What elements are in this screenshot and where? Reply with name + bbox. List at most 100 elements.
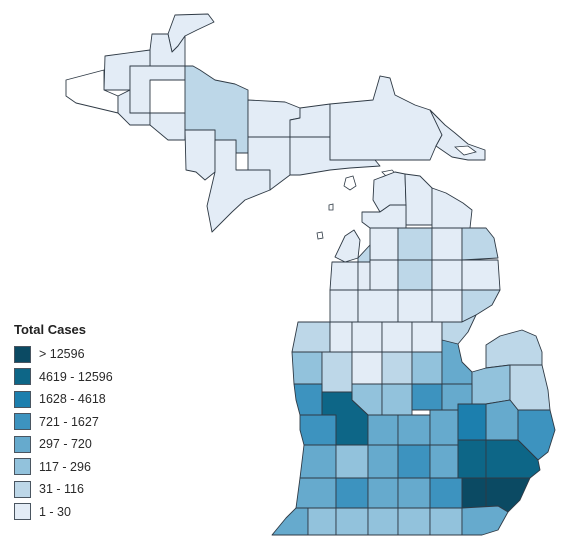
- county-mason[interactable]: [291, 321, 331, 353]
- legend-item[interactable]: 297 - 720: [14, 433, 164, 456]
- county-sanilac[interactable]: [509, 364, 551, 411]
- county-manistee[interactable]: [329, 289, 359, 323]
- legend-swatch: [14, 503, 31, 521]
- county-calhoun[interactable]: [367, 477, 399, 509]
- county-gladwin[interactable]: [411, 321, 443, 353]
- county-menominee[interactable]: [184, 129, 216, 181]
- county-cheboygan[interactable]: [404, 173, 433, 226]
- county-ionia[interactable]: [367, 414, 399, 446]
- county-oscoda[interactable]: [431, 259, 463, 291]
- north-fox-island: [328, 203, 334, 211]
- county-clinton[interactable]: [397, 414, 431, 446]
- county-keweenaw[interactable]: [167, 13, 215, 53]
- county-roscommon[interactable]: [431, 289, 463, 323]
- county-branch[interactable]: [367, 507, 399, 536]
- legend-item[interactable]: 117 - 296: [14, 456, 164, 479]
- legend-swatch: [14, 413, 31, 431]
- south-manitou: [316, 231, 324, 240]
- county-lapeer[interactable]: [485, 399, 519, 441]
- county-dickinson[interactable]: [149, 112, 186, 141]
- county-midland[interactable]: [411, 351, 443, 385]
- county-charlevoix[interactable]: [361, 204, 407, 229]
- county-chippewa[interactable]: [329, 75, 443, 161]
- legend-label: 4619 - 12596: [39, 369, 113, 384]
- legend-swatch: [14, 368, 31, 386]
- county-ingham[interactable]: [397, 444, 431, 479]
- county-antrim[interactable]: [369, 227, 399, 261]
- county-huron[interactable]: [485, 329, 543, 369]
- upper-peninsula: [65, 13, 486, 233]
- county-allegan[interactable]: [299, 444, 337, 479]
- legend-label: 721 - 1627: [39, 414, 99, 429]
- county-lenawee[interactable]: [429, 507, 463, 536]
- county-berrien[interactable]: [271, 507, 309, 536]
- county-iosco[interactable]: [461, 289, 501, 323]
- county-wayne-west[interactable]: [461, 477, 487, 509]
- county-oakland[interactable]: [457, 439, 487, 479]
- legend-items: > 12596 4619 - 12596 1628 - 4618 721 - 1627…: [14, 343, 164, 523]
- legend-label: 1 - 30: [39, 504, 71, 519]
- county-tuscola[interactable]: [471, 364, 511, 405]
- county-gratiot[interactable]: [381, 383, 413, 416]
- county-monroe[interactable]: [461, 505, 509, 536]
- legend-swatch: [14, 458, 31, 476]
- legend-swatch: [14, 480, 31, 498]
- drummond-island: [454, 145, 477, 156]
- county-leelanau[interactable]: [334, 229, 361, 263]
- legend-swatch: [14, 345, 31, 363]
- county-livingston[interactable]: [429, 444, 459, 479]
- county-washtenaw[interactable]: [429, 477, 463, 509]
- county-oceana[interactable]: [291, 351, 323, 385]
- county-cass[interactable]: [307, 507, 337, 536]
- county-alpena[interactable]: [461, 227, 499, 261]
- islands: [316, 145, 477, 240]
- county-st-joseph[interactable]: [335, 507, 369, 536]
- legend-swatch: [14, 390, 31, 408]
- county-shiawassee[interactable]: [429, 409, 459, 446]
- county-otsego[interactable]: [397, 227, 433, 261]
- legend-item[interactable]: 1 - 30: [14, 501, 164, 524]
- county-kalkaska[interactable]: [369, 259, 399, 291]
- beaver-island: [343, 175, 357, 191]
- county-mecosta[interactable]: [351, 351, 383, 385]
- legend-item[interactable]: 4619 - 12596: [14, 366, 164, 389]
- county-van-buren[interactable]: [295, 477, 337, 509]
- legend-item[interactable]: 31 - 116: [14, 478, 164, 501]
- legend-label: 117 - 296: [39, 459, 91, 474]
- legend-item[interactable]: 721 - 1627: [14, 411, 164, 434]
- county-muskegon[interactable]: [293, 383, 323, 416]
- county-baraga[interactable]: [129, 65, 186, 114]
- county-benzie[interactable]: [329, 261, 359, 291]
- county-grand-traverse[interactable]: [357, 244, 371, 265]
- county-hillsdale[interactable]: [397, 507, 431, 536]
- county-presque-isle[interactable]: [431, 187, 473, 229]
- county-delta[interactable]: [206, 139, 271, 233]
- county-genesee[interactable]: [457, 403, 487, 441]
- county-jackson[interactable]: [397, 477, 431, 509]
- legend-title: Total Cases: [14, 322, 87, 337]
- county-kalamazoo[interactable]: [335, 477, 369, 509]
- county-lake[interactable]: [329, 321, 353, 353]
- county-missaukee[interactable]: [397, 289, 433, 323]
- legend-item[interactable]: 1628 - 4618: [14, 388, 164, 411]
- county-chippewa-east[interactable]: [429, 109, 486, 161]
- county-osceola[interactable]: [351, 321, 383, 353]
- county-newaygo[interactable]: [321, 351, 353, 393]
- county-crawford[interactable]: [397, 259, 433, 291]
- legend-item[interactable]: > 12596: [14, 343, 164, 366]
- county-eaton[interactable]: [367, 444, 399, 479]
- county-bay[interactable]: [441, 339, 473, 385]
- county-clare[interactable]: [381, 321, 413, 353]
- county-isabella[interactable]: [381, 351, 413, 385]
- county-wexford[interactable]: [357, 289, 399, 323]
- lower-peninsula: [271, 171, 556, 536]
- legend-swatch: [14, 435, 31, 453]
- county-barry[interactable]: [335, 444, 369, 479]
- county-montmorency[interactable]: [431, 227, 463, 261]
- county-alcona[interactable]: [461, 259, 501, 291]
- legend-label: > 12596: [39, 347, 85, 362]
- legend-label: 297 - 720: [39, 437, 92, 452]
- county-ottawa[interactable]: [299, 414, 337, 446]
